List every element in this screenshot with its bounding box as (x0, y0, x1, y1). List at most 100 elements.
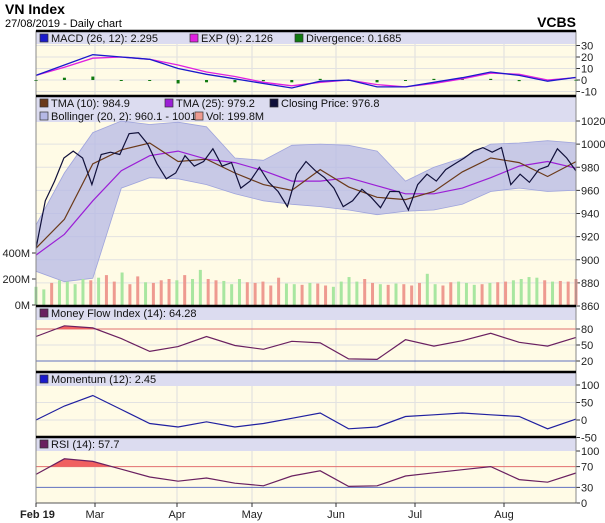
overbought-area (50, 458, 112, 467)
legend-swatch (39, 308, 49, 318)
brand-label: VCBS (537, 14, 576, 30)
macd-line (35, 54, 577, 89)
divergence-bar (62, 77, 66, 80)
volume-bar (480, 284, 484, 305)
volume-bar (167, 279, 171, 305)
volume-bar (331, 286, 335, 305)
legend-label: EXP (9): 2.126 (201, 33, 273, 45)
panel-mfi: 80 50 20 Money Flow Index (14): 64.28 (35, 304, 593, 373)
y-tick-label: 0 (581, 75, 587, 87)
x-tick-label: Aug (494, 509, 514, 521)
volume-bar (222, 280, 226, 305)
legend-label: Closing Price: 976.8 (281, 98, 379, 110)
y-tick-label: -10 (581, 87, 597, 99)
volume-bar (112, 281, 116, 305)
volume-bar (104, 275, 108, 305)
volume-bar (42, 289, 46, 305)
volume-bar (159, 280, 163, 305)
legend-label: Vol: 199.8M (206, 111, 264, 123)
volume-bar (457, 281, 461, 305)
volume-bar (316, 283, 320, 305)
y-tick-label: 30 (581, 482, 593, 494)
volume-bar (65, 281, 69, 305)
legend-swatch (194, 111, 204, 121)
volume-bar (237, 279, 241, 305)
y-tick-label: 30 (581, 41, 593, 53)
legend-swatch (39, 374, 49, 384)
volume-bar (566, 281, 570, 305)
volume-bar (511, 280, 515, 305)
divergence-bar (91, 76, 95, 80)
y-tick-label: -50 (581, 433, 597, 445)
y-tick-label: 50 (581, 340, 593, 352)
volume-bar (253, 282, 257, 305)
volume-bar (417, 282, 421, 305)
overbought-area (36, 325, 576, 329)
tma25-line (35, 150, 577, 256)
y-tick-label: 0 (581, 498, 587, 510)
divergence-bar (375, 80, 379, 83)
divergence-bar (176, 80, 180, 84)
volume-bar (527, 277, 531, 305)
legend-label: TMA (10): 984.9 (51, 98, 130, 110)
y-tick-label: 0 (581, 415, 587, 427)
volume-bar (245, 282, 249, 305)
divergence-bar (233, 80, 237, 83)
volume-bar (183, 275, 187, 305)
volume-tick-label: 0M (15, 300, 30, 312)
volume-bar (433, 284, 437, 305)
volume-bar (504, 281, 508, 305)
x-tick-label: May (242, 509, 263, 521)
y-tick-label: 960 (581, 185, 599, 197)
volume-bar (425, 273, 429, 305)
divergence-bar (290, 80, 294, 83)
volume-tick-label: 400M (2, 248, 30, 260)
y-tick-label: 100 (581, 380, 599, 392)
volume-bar (543, 280, 547, 305)
legend-band (36, 306, 576, 320)
volume-bar (519, 279, 523, 305)
volume-bar (347, 277, 351, 305)
volume-bar (214, 280, 218, 305)
divergence-bar (148, 80, 152, 81)
x-tick-label: Jun (327, 509, 345, 521)
legend-swatch (39, 439, 49, 449)
divergence-bar (489, 78, 493, 80)
legend-label: Money Flow Index (14): 64.28 (51, 308, 197, 320)
closing-price-line (35, 131, 577, 249)
legend-label: Divergence: 0.1685 (306, 33, 401, 45)
y-tick-label: 1000 (581, 139, 605, 151)
volume-bar (558, 280, 562, 305)
mfi-line (35, 325, 577, 361)
volume-bar (191, 279, 195, 305)
volume-bar (230, 284, 234, 305)
divergence-bar (205, 80, 209, 83)
y-tick-label: 80 (581, 324, 593, 336)
panel-price: 1020 1000 980 960 940 920 900 880 860 TMA (10): 9… (2, 94, 605, 313)
volume-bar (120, 272, 124, 305)
legend-swatch (39, 98, 49, 108)
legend-swatch (39, 33, 49, 43)
y-tick-label: 1020 (581, 116, 605, 128)
volume-bar (488, 282, 492, 305)
volume-bar (144, 282, 148, 305)
tma10-line (35, 142, 577, 249)
y-tick-label: 20 (581, 52, 593, 64)
panel-momentum: 100 50 0 -50 Momentum (12): 2.45 (35, 370, 599, 445)
volume-bar (551, 281, 555, 305)
volume-bar (81, 279, 85, 305)
legend-swatch (189, 33, 199, 43)
x-tick-label: Mar (86, 509, 105, 521)
legend-label: TMA (25): 979.2 (176, 98, 255, 110)
volume-bar (277, 277, 281, 305)
y-tick-label: 20 (581, 356, 593, 368)
volume-bar (175, 280, 179, 305)
legend-label: RSI (14): 57.7 (51, 439, 119, 451)
x-tick-label: Apr (168, 509, 185, 521)
legend-label: MACD (26, 12): 2.295 (51, 33, 158, 45)
divergence-bar (261, 80, 265, 82)
x-tick-label: Jul (408, 509, 422, 521)
volume-bar (324, 285, 328, 305)
